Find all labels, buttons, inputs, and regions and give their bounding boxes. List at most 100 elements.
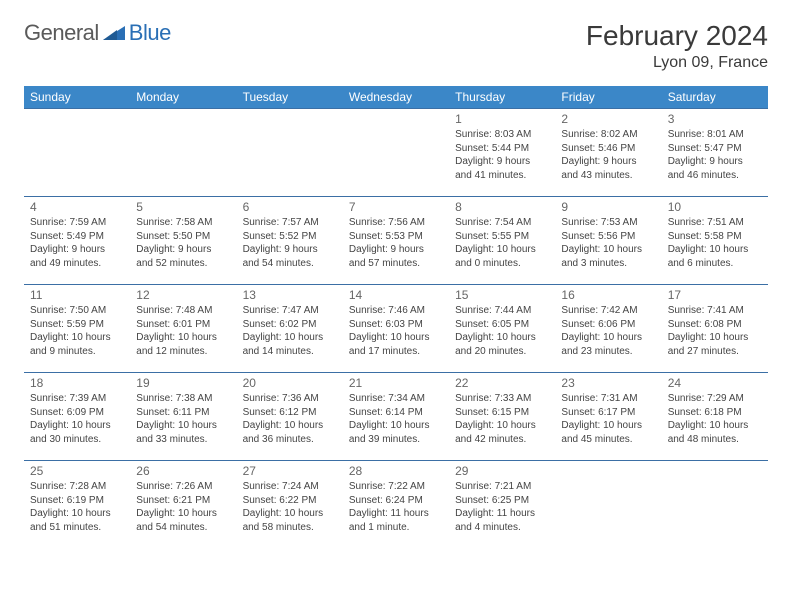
day-info: Sunrise: 7:42 AMSunset: 6:06 PMDaylight:… bbox=[561, 304, 655, 358]
day-info: Sunrise: 7:53 AMSunset: 5:56 PMDaylight:… bbox=[561, 216, 655, 270]
day-info: Sunrise: 7:44 AMSunset: 6:05 PMDaylight:… bbox=[455, 304, 549, 358]
day-info: Sunrise: 8:03 AMSunset: 5:44 PMDaylight:… bbox=[455, 128, 549, 182]
dow-wednesday: Wednesday bbox=[343, 86, 449, 109]
day-info: Sunrise: 7:31 AMSunset: 6:17 PMDaylight:… bbox=[561, 392, 655, 446]
day-cell: 19 Sunrise: 7:38 AMSunset: 6:11 PMDayligh… bbox=[130, 373, 236, 461]
day-info: Sunrise: 7:28 AMSunset: 6:19 PMDaylight:… bbox=[30, 480, 124, 534]
month-title: February 2024 bbox=[586, 20, 768, 52]
calendar-table: Sunday Monday Tuesday Wednesday Thursday… bbox=[24, 86, 768, 549]
day-number: 22 bbox=[455, 376, 549, 390]
day-info: Sunrise: 7:50 AMSunset: 5:59 PMDaylight:… bbox=[30, 304, 124, 358]
day-number: 19 bbox=[136, 376, 230, 390]
day-number: 25 bbox=[30, 464, 124, 478]
day-cell: 2Sunrise: 8:02 AMSunset: 5:46 PMDaylight… bbox=[555, 109, 661, 197]
day-cell: 8Sunrise: 7:54 AMSunset: 5:55 PMDaylight… bbox=[449, 197, 555, 285]
week-row: 1 Sunrise: 8:03 AMSunset: 5:44 PMDaylight… bbox=[24, 109, 768, 197]
day-cell: 18 Sunrise: 7:39 AMSunset: 6:09 PMDayligh… bbox=[24, 373, 130, 461]
day-info: Sunrise: 7:34 AMSunset: 6:14 PMDaylight:… bbox=[349, 392, 443, 446]
day-number: 1 bbox=[455, 112, 549, 126]
day-info: Sunrise: 7:21 AMSunset: 6:25 PMDaylight:… bbox=[455, 480, 549, 534]
day-cell bbox=[555, 461, 661, 549]
day-number: 27 bbox=[243, 464, 337, 478]
day-cell bbox=[130, 109, 236, 197]
dow-friday: Friday bbox=[555, 86, 661, 109]
day-number: 18 bbox=[30, 376, 124, 390]
day-number: 4 bbox=[30, 200, 124, 214]
day-cell: 12 Sunrise: 7:48 AMSunset: 6:01 PMDayligh… bbox=[130, 285, 236, 373]
day-cell: 3 Sunrise: 8:01 AMSunset: 5:47 PMDaylight… bbox=[662, 109, 768, 197]
day-cell: 26 Sunrise: 7:26 AMSunset: 6:21 PMDayligh… bbox=[130, 461, 236, 549]
logo-triangle-icon bbox=[103, 24, 125, 43]
day-cell: 22 Sunrise: 7:33 AMSunset: 6:15 PMDayligh… bbox=[449, 373, 555, 461]
day-number: 20 bbox=[243, 376, 337, 390]
day-cell: 11 Sunrise: 7:50 AMSunset: 5:59 PMDayligh… bbox=[24, 285, 130, 373]
week-row: 4 Sunrise: 7:59 AMSunset: 5:49 PMDaylight… bbox=[24, 197, 768, 285]
day-info: Sunrise: 7:41 AMSunset: 6:08 PMDaylight:… bbox=[668, 304, 762, 358]
dow-saturday: Saturday bbox=[662, 86, 768, 109]
day-cell: 29 Sunrise: 7:21 AMSunset: 6:25 PMDayligh… bbox=[449, 461, 555, 549]
day-cell: 28Sunrise: 7:22 AMSunset: 6:24 PMDayligh… bbox=[343, 461, 449, 549]
day-number: 6 bbox=[243, 200, 337, 214]
day-info: Sunrise: 7:38 AMSunset: 6:11 PMDaylight:… bbox=[136, 392, 230, 446]
day-number: 12 bbox=[136, 288, 230, 302]
day-cell: 7 Sunrise: 7:56 AMSunset: 5:53 PMDaylight… bbox=[343, 197, 449, 285]
day-cell: 24Sunrise: 7:29 AMSunset: 6:18 PMDayligh… bbox=[662, 373, 768, 461]
day-cell bbox=[343, 109, 449, 197]
day-number: 28 bbox=[349, 464, 443, 478]
day-number: 14 bbox=[349, 288, 443, 302]
logo-text-general: General bbox=[24, 20, 99, 46]
title-block: February 2024 Lyon 09, France bbox=[586, 20, 768, 72]
day-info: Sunrise: 7:56 AMSunset: 5:53 PMDaylight:… bbox=[349, 216, 443, 270]
day-number: 21 bbox=[349, 376, 443, 390]
day-cell: 9 Sunrise: 7:53 AMSunset: 5:56 PMDaylight… bbox=[555, 197, 661, 285]
dow-sunday: Sunday bbox=[24, 86, 130, 109]
day-info: Sunrise: 7:57 AMSunset: 5:52 PMDaylight:… bbox=[243, 216, 337, 270]
day-number: 3 bbox=[668, 112, 762, 126]
day-number: 26 bbox=[136, 464, 230, 478]
day-number: 7 bbox=[349, 200, 443, 214]
day-cell: 4 Sunrise: 7:59 AMSunset: 5:49 PMDaylight… bbox=[24, 197, 130, 285]
day-cell: 23Sunrise: 7:31 AMSunset: 6:17 PMDayligh… bbox=[555, 373, 661, 461]
day-info: Sunrise: 7:58 AMSunset: 5:50 PMDaylight:… bbox=[136, 216, 230, 270]
day-cell: 6 Sunrise: 7:57 AMSunset: 5:52 PMDaylight… bbox=[237, 197, 343, 285]
dow-thursday: Thursday bbox=[449, 86, 555, 109]
day-cell: 17 Sunrise: 7:41 AMSunset: 6:08 PMDayligh… bbox=[662, 285, 768, 373]
day-cell: 16 Sunrise: 7:42 AMSunset: 6:06 PMDayligh… bbox=[555, 285, 661, 373]
day-number: 15 bbox=[455, 288, 549, 302]
day-number: 9 bbox=[561, 200, 655, 214]
day-info: Sunrise: 7:33 AMSunset: 6:15 PMDaylight:… bbox=[455, 392, 549, 446]
location-label: Lyon 09, France bbox=[586, 54, 768, 72]
logo-text-blue: Blue bbox=[129, 20, 171, 46]
day-info: Sunrise: 7:48 AMSunset: 6:01 PMDaylight:… bbox=[136, 304, 230, 358]
day-number: 29 bbox=[455, 464, 549, 478]
day-cell bbox=[237, 109, 343, 197]
day-number: 2 bbox=[561, 112, 655, 126]
day-cell: 14 Sunrise: 7:46 AMSunset: 6:03 PMDayligh… bbox=[343, 285, 449, 373]
week-row: 25 Sunrise: 7:28 AMSunset: 6:19 PMDayligh… bbox=[24, 461, 768, 549]
day-info: Sunrise: 7:39 AMSunset: 6:09 PMDaylight:… bbox=[30, 392, 124, 446]
day-cell bbox=[24, 109, 130, 197]
day-number: 16 bbox=[561, 288, 655, 302]
day-cell: 15 Sunrise: 7:44 AMSunset: 6:05 PMDayligh… bbox=[449, 285, 555, 373]
day-of-week-row: Sunday Monday Tuesday Wednesday Thursday… bbox=[24, 86, 768, 109]
day-number: 11 bbox=[30, 288, 124, 302]
day-number: 17 bbox=[668, 288, 762, 302]
day-info: Sunrise: 7:59 AMSunset: 5:49 PMDaylight:… bbox=[30, 216, 124, 270]
day-cell bbox=[662, 461, 768, 549]
day-info: Sunrise: 7:24 AMSunset: 6:22 PMDaylight:… bbox=[243, 480, 337, 534]
calendar-body: 1 Sunrise: 8:03 AMSunset: 5:44 PMDaylight… bbox=[24, 109, 768, 549]
day-cell: 1 Sunrise: 8:03 AMSunset: 5:44 PMDaylight… bbox=[449, 109, 555, 197]
day-cell: 20 Sunrise: 7:36 AMSunset: 6:12 PMDayligh… bbox=[237, 373, 343, 461]
day-info: Sunrise: 7:46 AMSunset: 6:03 PMDaylight:… bbox=[349, 304, 443, 358]
dow-tuesday: Tuesday bbox=[237, 86, 343, 109]
day-info: Sunrise: 7:26 AMSunset: 6:21 PMDaylight:… bbox=[136, 480, 230, 534]
day-info: Sunrise: 7:36 AMSunset: 6:12 PMDaylight:… bbox=[243, 392, 337, 446]
day-number: 13 bbox=[243, 288, 337, 302]
day-info: Sunrise: 8:01 AMSunset: 5:47 PMDaylight:… bbox=[668, 128, 762, 182]
day-cell: 10Sunrise: 7:51 AMSunset: 5:58 PMDayligh… bbox=[662, 197, 768, 285]
day-number: 5 bbox=[136, 200, 230, 214]
day-info: Sunrise: 7:47 AMSunset: 6:02 PMDaylight:… bbox=[243, 304, 337, 358]
header: General Blue February 2024 Lyon 09, Fran… bbox=[24, 20, 768, 72]
logo: General Blue bbox=[24, 20, 171, 46]
day-number: 10 bbox=[668, 200, 762, 214]
